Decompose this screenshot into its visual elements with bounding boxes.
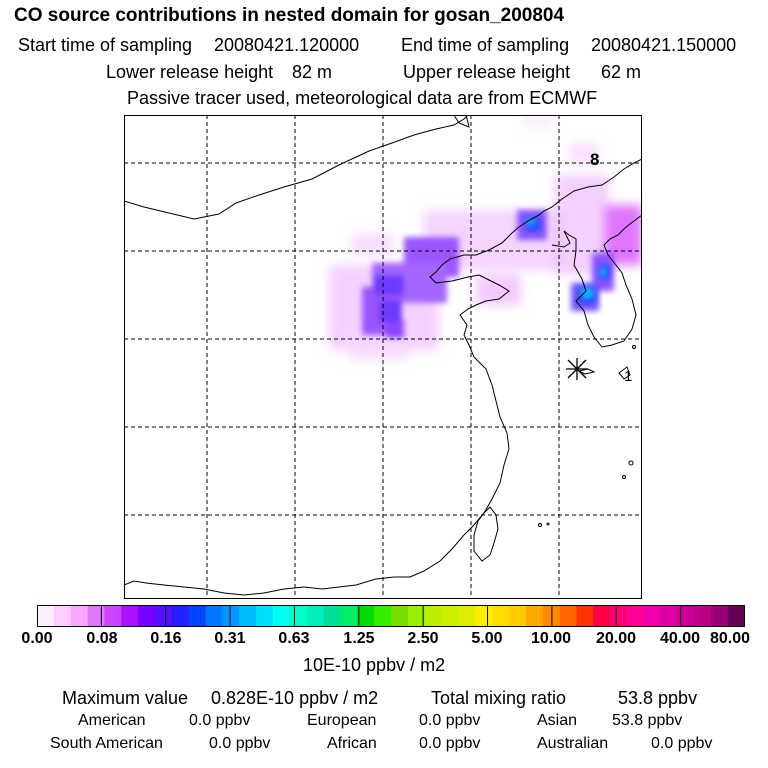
colorbar-tick-label: 2.50 xyxy=(407,630,439,647)
region-value: 53.8 ppbv xyxy=(612,712,683,729)
region-name: European xyxy=(307,712,377,729)
max-value-label: Maximum value xyxy=(62,688,189,708)
colorbar-tick-label: 80.00 xyxy=(709,630,751,647)
lower-release-value: 82 m xyxy=(292,62,333,82)
colorbar-segment xyxy=(711,605,729,627)
colorbar-segment xyxy=(728,605,745,627)
region-value: 0.0 ppbv xyxy=(419,735,481,752)
colorbar-segment xyxy=(593,605,611,627)
colorbar-segment xyxy=(475,605,493,627)
colorbar-unit: 10E-10 ppbv / m2 xyxy=(303,655,446,675)
colorbar-segment xyxy=(407,605,426,627)
colorbar-segment xyxy=(357,605,375,627)
colorbar-tick-label: 0.16 xyxy=(150,630,182,647)
receptor-marker xyxy=(566,358,588,380)
coastlines xyxy=(124,115,642,596)
colorbar-tick-label: 20.00 xyxy=(595,630,637,647)
region-value: 0.0 ppbv xyxy=(651,735,713,752)
colorbar-segment xyxy=(627,605,645,627)
colorbar-segment xyxy=(559,605,578,627)
region-value: 0.0 ppbv xyxy=(419,712,481,729)
colorbar-segment xyxy=(660,605,679,627)
colorbar-segment xyxy=(205,605,224,627)
region-name: African xyxy=(327,735,377,752)
colorbar-tick-label: 1.25 xyxy=(343,630,375,647)
upper-release-label: Upper release height xyxy=(403,62,571,82)
colorbar-segment xyxy=(171,605,190,627)
colorbar-tick-label: 10.00 xyxy=(530,630,572,647)
colorbar-segment xyxy=(509,605,527,627)
colorbar-tick-label: 0.31 xyxy=(214,630,246,647)
receptor-marker-label: 1 xyxy=(624,368,632,385)
colorbar-segment xyxy=(70,605,89,627)
region-name: American xyxy=(78,712,146,729)
colorbar-segment xyxy=(441,605,460,627)
colorbar-segment xyxy=(273,605,291,627)
colorbar-segment xyxy=(492,605,510,627)
colorbar-segment xyxy=(391,605,409,627)
colorbar-segment xyxy=(222,605,240,627)
colorbar-segment xyxy=(340,605,358,627)
colorbar-segment xyxy=(87,605,106,627)
colorbar-tick-label: 0.08 xyxy=(86,630,118,647)
colorbar-segment xyxy=(525,605,544,627)
colorbar-segment xyxy=(53,605,72,627)
colorbar-segment xyxy=(694,605,712,627)
map-frame xyxy=(124,115,642,599)
colorbar-segment xyxy=(643,605,662,627)
region-value: 0.0 ppbv xyxy=(189,712,251,729)
figure-title: CO source contributions in nested domain… xyxy=(14,5,565,26)
tracer-note: Passive tracer used, meteorological data… xyxy=(127,88,598,108)
end-time-label: End time of sampling xyxy=(401,35,570,55)
colorbar-segment xyxy=(104,605,122,627)
colorbar-major-ticks xyxy=(100,605,682,627)
colorbar-tick-label: 5.00 xyxy=(471,630,503,647)
colorbar-segment xyxy=(677,605,696,627)
colorbar-segment xyxy=(306,605,325,627)
colorbar-segment xyxy=(289,605,308,627)
region-name: South American xyxy=(50,735,163,752)
colorbar-segment xyxy=(239,605,257,627)
colorbar-segment xyxy=(576,605,594,627)
colorbar-tick-label: 0.63 xyxy=(278,630,310,647)
region-value: 0.0 ppbv xyxy=(209,735,271,752)
colorbar-tick-label: 0.00 xyxy=(21,630,53,647)
start-time-value: 20080421.120000 xyxy=(214,35,360,55)
colorbar-segment xyxy=(374,605,392,627)
colorbar-segment xyxy=(121,605,139,627)
colorbar-segment xyxy=(188,605,207,627)
colorbar-segment xyxy=(256,605,274,627)
region-name: Asian xyxy=(537,712,578,729)
lat-lon-grid xyxy=(124,115,642,599)
colorbar-segment xyxy=(424,605,443,627)
lower-release-label: Lower release height xyxy=(106,62,274,82)
colorbar-segment xyxy=(37,605,55,627)
colorbar-segment xyxy=(138,605,156,627)
colorbar-segment xyxy=(155,605,173,627)
colorbar-segment xyxy=(610,605,628,627)
plume-marker-label: 8 xyxy=(590,150,599,169)
colorbar xyxy=(37,605,745,627)
map-panel: 8 1 xyxy=(124,115,642,599)
total-mixing-value: 53.8 ppbv xyxy=(618,688,698,708)
colorbar-segments xyxy=(37,605,745,627)
total-mixing-label: Total mixing ratio xyxy=(431,688,567,708)
start-time-label: Start time of sampling xyxy=(18,35,193,55)
colorbar-segment xyxy=(458,605,476,627)
colorbar-tick-label: 40.00 xyxy=(659,630,701,647)
max-value: 0.828E-10 ppbv / m2 xyxy=(211,688,379,708)
colorbar-segment xyxy=(323,605,342,627)
region-name: Australian xyxy=(537,735,609,752)
end-time-value: 20080421.150000 xyxy=(591,35,737,55)
upper-release-value: 62 m xyxy=(601,62,642,82)
